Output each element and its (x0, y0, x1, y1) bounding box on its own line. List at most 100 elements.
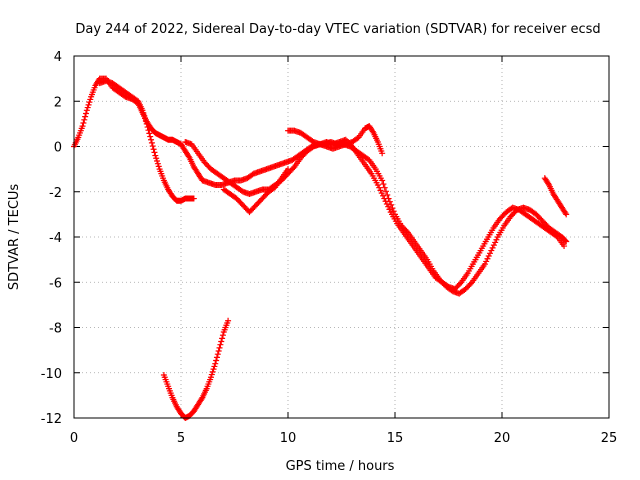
data-point-interp (207, 376, 214, 383)
data-point-interp (405, 236, 412, 243)
series-track-low-mid (220, 166, 291, 216)
data-point (488, 247, 495, 254)
data-point-interp (205, 163, 212, 170)
data-point-interp (151, 149, 158, 156)
x-tick-label: 15 (387, 431, 404, 446)
y-tick-label: -2 (49, 186, 62, 201)
data-point (212, 360, 219, 367)
data-point-interp (308, 137, 315, 144)
data-point-interp (211, 168, 218, 175)
y-axis-label: SDTVAR / TECUs (7, 184, 22, 291)
data-point-interp (392, 218, 399, 225)
data-point-interp (495, 217, 502, 224)
chart-title: Day 244 of 2022, Sidereal Day-to-day VTE… (75, 22, 600, 37)
data-point-interp (383, 188, 390, 195)
data-point-interp (493, 236, 500, 243)
series-track-dip (160, 317, 232, 421)
data-point-interp (519, 209, 526, 216)
data-point (148, 136, 155, 143)
data-point-interp (213, 357, 220, 364)
data-point-interp (219, 332, 226, 339)
data-point-interp (184, 152, 191, 159)
data-point-interp (277, 176, 284, 183)
data-point-interp (562, 210, 569, 217)
y-tick-label: 4 (54, 50, 62, 65)
data-point-interp (557, 201, 564, 208)
data-point-interp (141, 112, 148, 119)
data-point-interp (218, 338, 225, 345)
data-point-interp (389, 205, 396, 212)
data-point-interp (154, 157, 161, 164)
x-axis-ticks: 0 5 10 15 20 25 (70, 56, 617, 446)
data-point-interp (176, 407, 183, 414)
data-point-interp (218, 173, 225, 180)
y-tick-label: 0 (54, 141, 62, 156)
plot-frame (73, 55, 610, 419)
data-point-interp (308, 145, 315, 152)
data-point-interp (197, 397, 204, 404)
y-tick-label: -12 (41, 412, 62, 427)
data-point-interp (371, 164, 378, 171)
y-tick-label: -4 (49, 231, 62, 246)
data-point (143, 120, 150, 127)
data-point-interp (383, 200, 390, 207)
data-point-interp (561, 208, 568, 215)
data-point-interp (381, 184, 388, 191)
data-point-interp (237, 186, 244, 193)
data-point-interp (144, 124, 151, 131)
data-point-interp (164, 381, 171, 388)
data-point-interp (368, 127, 375, 134)
data-point-interp (469, 261, 476, 268)
data-point-interp (467, 280, 474, 287)
data-point-interp (142, 115, 149, 122)
data-point-interp (80, 119, 87, 126)
data-point-interp (360, 159, 367, 166)
data-point-interp (301, 150, 308, 157)
data-point-interp (209, 368, 216, 375)
data-point-interp (210, 366, 217, 373)
data-point-interp (155, 163, 162, 170)
data-point-interp (185, 153, 192, 160)
data-point-interp (263, 191, 270, 198)
data-point-interp (142, 118, 149, 125)
data-point (381, 195, 388, 202)
data-point-interp (487, 250, 494, 257)
x-tick-label: 25 (601, 431, 618, 446)
data-point-interp (217, 341, 224, 348)
data-point-interp (412, 245, 419, 252)
data-point-interp (283, 167, 290, 174)
data-point-interp (562, 237, 569, 244)
data-point-interp (436, 277, 443, 284)
data-point-interp (442, 281, 449, 288)
data-point-interp (378, 190, 385, 197)
series-track-upper-a (96, 77, 197, 204)
data-point-interp (399, 227, 406, 234)
data-point-interp (213, 354, 220, 361)
data-point-interp (482, 238, 489, 245)
data-point-interp (85, 101, 92, 108)
data-point-interp (485, 253, 492, 260)
y-axis-ticks: 4 2 0 -2 -4 -6 -8 -10 -12 (41, 50, 609, 427)
data-point-interp (113, 82, 120, 89)
data-point-interp (145, 127, 152, 134)
data-point-interp (363, 155, 370, 162)
data-point-interp (506, 215, 513, 222)
data-point (152, 152, 159, 159)
data-point-interp (500, 211, 507, 218)
data-point-interp (490, 242, 497, 249)
data-point-interp (160, 175, 167, 182)
data-point-interp (354, 150, 361, 157)
x-tick-label: 20 (494, 431, 511, 446)
data-point-interp (489, 227, 496, 234)
data-point-interp (86, 99, 93, 106)
x-tick-label: 0 (70, 431, 78, 446)
data-point-interp (561, 236, 568, 243)
data-point-interp (483, 258, 490, 265)
data-point-interp (457, 280, 464, 287)
y-tick-label: -6 (49, 276, 62, 291)
series-track-main (71, 75, 570, 297)
data-point-interp (193, 167, 200, 174)
data-point-interp (215, 348, 222, 355)
series-track-late (541, 175, 570, 218)
data-point-interp (168, 392, 175, 399)
